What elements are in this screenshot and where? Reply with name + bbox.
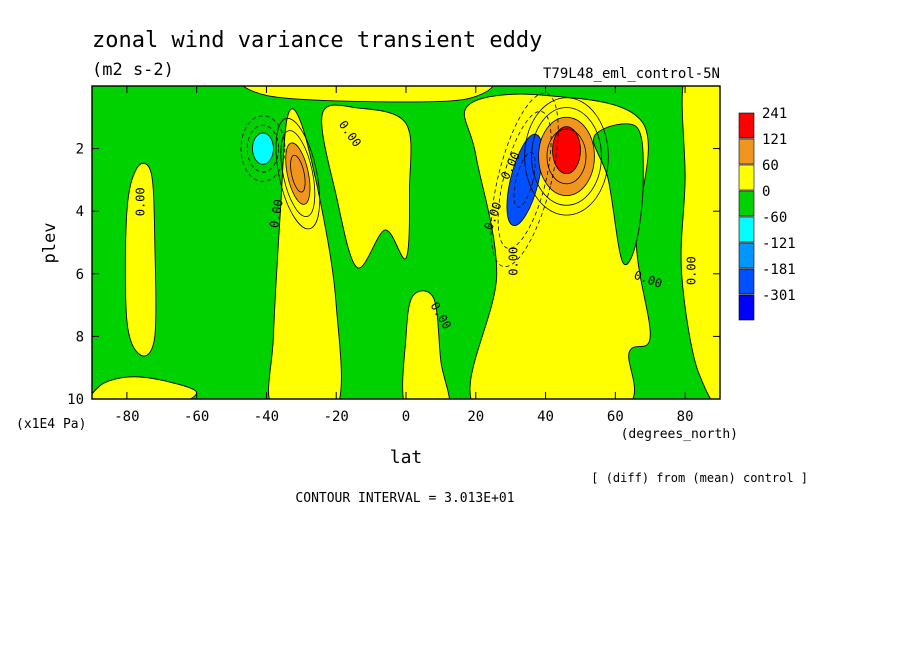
x-tick-label: -80 [114,409,139,425]
y-axis-units: (x1E4 Pa) [16,417,86,432]
contour-ring [546,128,587,185]
legend-swatch [738,138,755,165]
green-nh-gap-region [593,123,644,266]
plot-area [92,86,720,399]
contour-ring [524,97,609,216]
x-tick-label: 80 [677,409,694,425]
contour-label: 0.00 [685,256,699,285]
y-tick-label: 2 [76,142,84,158]
contour-ring [246,124,280,173]
legend-label: -121 [762,236,796,252]
x-tick-label: -60 [184,409,209,425]
legend-label: 241 [762,106,787,122]
positive-regions [92,86,720,399]
y-tick-label: 8 [76,329,84,345]
band-nh-region [463,93,651,399]
chart-title: zonal wind variance transient eddy [92,28,542,53]
y-axis: 2 4 6 8 10 [67,142,720,408]
legend-label: 0 [762,184,770,200]
legend-swatch [738,112,755,139]
legend-label: -181 [762,262,796,278]
band-top-region [242,86,494,103]
contour-ring [531,107,602,206]
x-tick-label: 0 [402,409,410,425]
y-tick-label: 10 [67,392,84,408]
legend-swatch [738,190,755,217]
min-nh-region [506,133,543,226]
diff-note: [ (diff) from (mean) control ] [591,471,808,485]
legend-swatch [738,164,755,191]
legend-label: 60 [762,158,779,174]
contour-label: 0.00 [267,198,286,229]
contour-lines [240,92,609,268]
x-axis-units: (degrees_north) [621,427,738,442]
legend-swatch [738,216,755,243]
x-tick-label: 60 [607,409,624,425]
legend-swatch [738,294,755,321]
legend-label: 121 [762,132,787,148]
contour-interval: CONTOUR INTERVAL = 3.013E+01 [295,491,514,506]
band-eq-column-region [402,290,450,399]
band-sh-pole-region [124,162,157,357]
x-tick-label: 40 [537,409,554,425]
x-axis: -80 -60 -40 -20 0 20 40 60 80 [114,86,694,425]
x-axis-label: lat [390,447,423,468]
contour-ring [240,115,286,182]
band-nh-pole-region [680,86,720,399]
y-tick-label: 6 [76,267,84,283]
min-sh-region [252,132,274,165]
legend-swatch [738,242,755,269]
contour-label: 0.00 [133,187,147,216]
legend: 241 121 60 0 -60 -121 -181 -301 [738,106,796,321]
x-tick-label: -20 [324,409,349,425]
run-label: T79L48_eml_control-5N [543,66,720,82]
legend-swatch [738,268,755,295]
x-tick-label: 20 [467,409,484,425]
chart-units: (m2 s-2) [92,60,174,80]
band-subtropics-region [321,104,412,269]
x-tick-label: -40 [254,409,279,425]
band-sh-midlat-region [268,108,342,399]
contour-ring [275,117,321,230]
legend-label: -60 [762,210,787,226]
max-nh-core-region [552,126,581,175]
y-axis-label: plev [40,223,60,264]
legend-label: -301 [762,288,796,304]
contour-ring [280,130,316,218]
band-sh-bottom-region [92,376,198,399]
contour-ring [490,92,559,268]
y-tick-label: 4 [76,204,84,220]
contour-label: 0.00 [507,247,521,276]
contour-ring [290,154,306,193]
contour-ring [497,110,552,249]
